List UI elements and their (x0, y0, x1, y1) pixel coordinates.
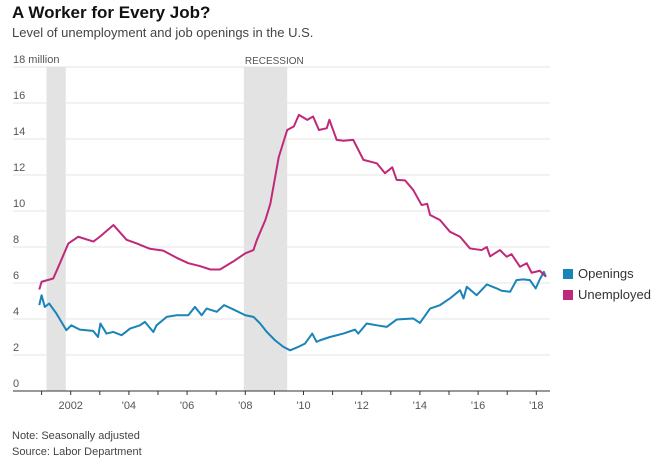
chart-subtitle: Level of unemployment and job openings i… (12, 25, 314, 40)
y-tick-label: 18 million (13, 54, 59, 66)
recession-band (46, 67, 66, 391)
x-tick-label: '12 (355, 400, 369, 412)
x-tick-label: '06 (180, 400, 194, 412)
x-tick-label: '04 (122, 400, 136, 412)
x-tick-label: '16 (471, 400, 485, 412)
y-tick-label: 10 (13, 198, 25, 210)
x-tick-label: '10 (296, 400, 310, 412)
x-tick-label: 2002 (58, 400, 82, 412)
legend-label: Unemployed (578, 287, 651, 302)
y-tick-label: 12 (13, 162, 25, 174)
y-tick-label: 2 (13, 342, 19, 354)
series-line-openings (38, 270, 547, 352)
legend-item-openings: Openings (563, 266, 634, 281)
chart-title: A Worker for Every Job? (12, 3, 211, 22)
y-tick-label: 16 (13, 90, 25, 102)
legend-label: Openings (578, 266, 634, 281)
y-tick-label: 4 (13, 306, 19, 318)
legend-item-unemployed: Unemployed (563, 287, 651, 302)
source-text: Source: Labor Department (12, 446, 142, 458)
legend-swatch-openings (563, 268, 573, 279)
y-tick-label: 6 (13, 270, 19, 282)
x-tick-label: '18 (529, 400, 543, 412)
x-tick-label: '14 (413, 400, 427, 412)
series-line-unemployed (38, 113, 547, 290)
recession-label: RECESSION (245, 56, 304, 67)
legend-swatch-unemployed (563, 289, 573, 300)
note-text: Note: Seasonally adjusted (12, 430, 140, 442)
y-tick-label: 8 (13, 234, 19, 246)
recession-band (243, 67, 288, 391)
x-tick-label: '08 (238, 400, 252, 412)
y-tick-label: 0 (13, 378, 19, 390)
y-tick-label: 14 (13, 126, 25, 138)
